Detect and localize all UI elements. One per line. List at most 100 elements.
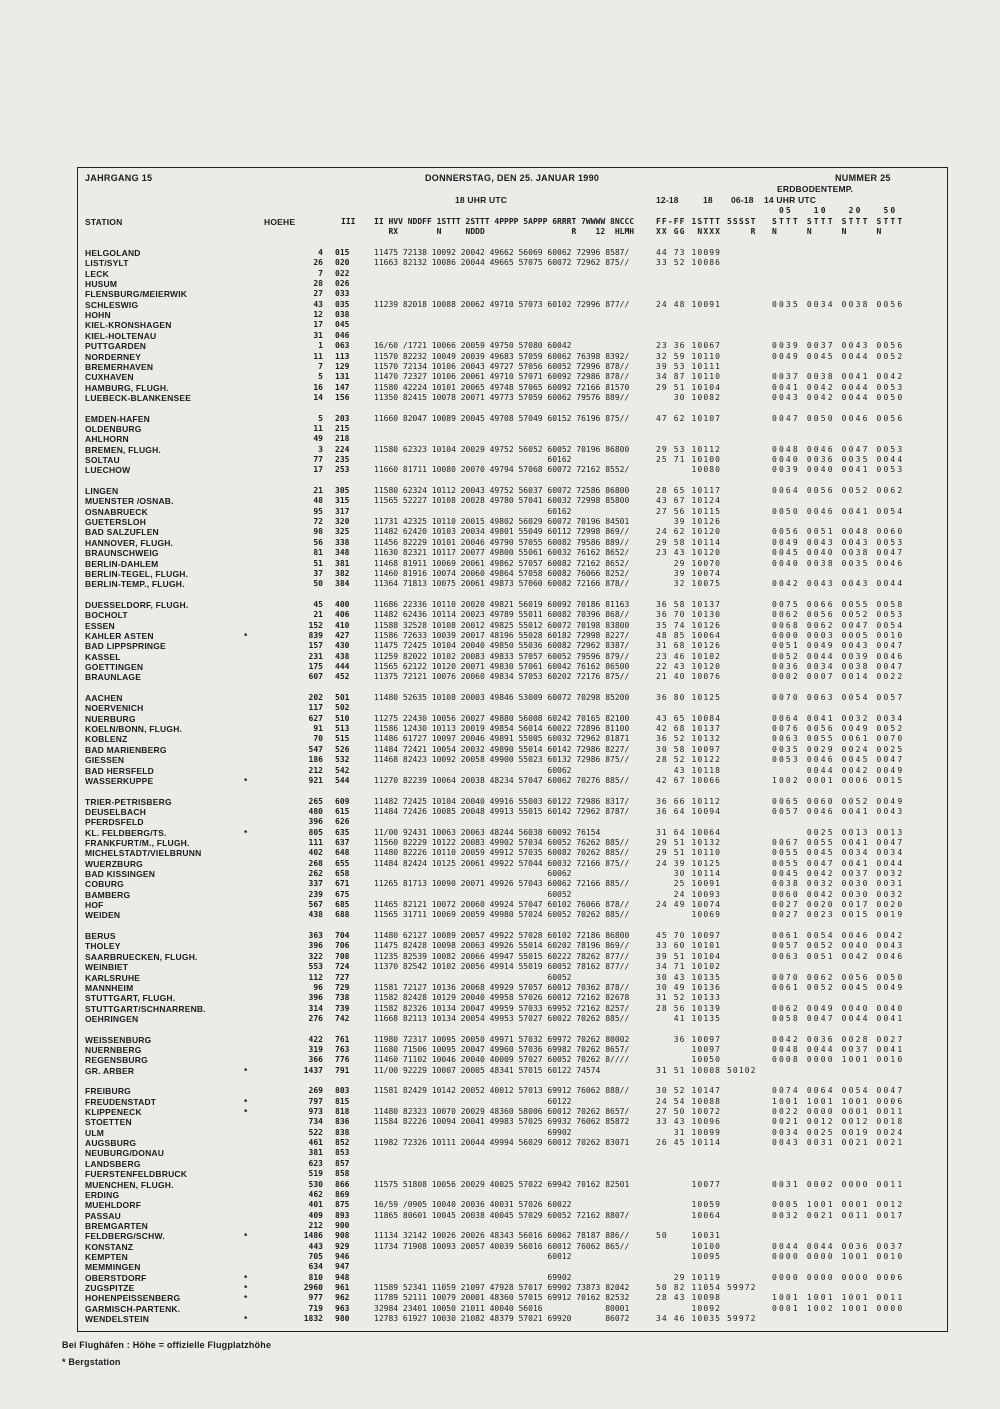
wind-pressure-group: 22 43 10120 (656, 662, 722, 671)
station-height: 12 (313, 310, 323, 320)
station-name: GOETTINGEN (85, 662, 144, 672)
table-row: DUESSELDORF, FLUGH. 45 400 11686 22336 1011… (0, 600, 1000, 610)
synop-groups: 11575 51808 10056 20029 40025 57022 6994… (374, 1179, 630, 1189)
station-height: 547 (308, 744, 323, 754)
synop-groups: 11364 71813 10075 20061 49873 57060 6008… (374, 579, 630, 589)
col-hoehe-label: HOEHE (264, 217, 296, 227)
station-name: BAD KISSINGEN (85, 869, 156, 879)
synop-groups: 11/00 92431 10063 20063 48244 56038 6009… (374, 827, 601, 837)
synop-groups: 11580 62323 10104 20029 49752 56052 6005… (374, 444, 630, 454)
station-code: 853 (335, 1148, 350, 1158)
bergstation-marker: * (244, 1293, 248, 1304)
wind-pressure-group: 36 66 10112 (656, 796, 722, 806)
table-row: STUTTGART/SCHNARRENB. 314 739 11582 82326 1… (0, 1004, 1000, 1014)
wind-pressure-group: 32 59 10110 (656, 351, 722, 361)
wind-pressure-group: 31 68 10126 (656, 641, 722, 651)
wind-pressure-group: 30 10082 (656, 392, 722, 402)
station-name: FELDBERG/SCHW. (85, 1231, 165, 1242)
soil-temperatures: 0067 0055 0041 0047 (772, 837, 905, 847)
wind-pressure-group: 41 10135 (656, 1013, 722, 1023)
soil-temperatures: 0064 0056 0052 0062 (772, 486, 905, 496)
station-name: WENDELSTEIN (85, 1314, 150, 1325)
station-height: 1437 (303, 1065, 323, 1075)
station-name: BAD HERSFELD (85, 765, 154, 776)
wind-pressure-group: 45 70 10097 (656, 931, 722, 941)
synop-groups: 11686 22336 10110 20020 49821 56019 6009… (374, 599, 630, 609)
table-row: SCHLESWIG 43 035 11239 82018 10088 20062 49… (0, 300, 1000, 310)
station-code: 315 (335, 496, 350, 506)
obs-time-18utc: 18 UHR UTC (455, 195, 508, 205)
table-row: BAD LIPPSPRINGE 157 430 11475 72425 10104 2… (0, 641, 1000, 651)
synop-groups: 60052 (374, 889, 572, 899)
wind-pressure-group: 23 46 10102 (656, 651, 722, 661)
station-height: 705 (308, 1251, 323, 1261)
soil-temperatures: 0048 0046 0047 0053 (772, 444, 905, 454)
wind-pressure-group: 31 51 10008 50102 (656, 1065, 757, 1075)
synop-groups: 11475 72138 10092 20042 49662 56069 6006… (374, 248, 630, 257)
table-row: REGENSBURG 366 776 11460 71102 10046 20040 … (0, 1055, 1000, 1065)
table-row: FREUDENSTADT * 797 815 60122 24 54 10088 1001… (0, 1097, 1000, 1107)
table-row: GUETERSLOH 72 320 11731 42325 10110 20015 4… (0, 517, 1000, 527)
soil-temperatures: 0000 0000 0000 0006 (772, 1272, 905, 1282)
station-name: TRIER-PETRISBERG (85, 796, 172, 807)
station-name: KOBLENZ (85, 734, 128, 745)
synop-groups: 11580 62324 10112 20043 49752 56037 6007… (374, 486, 630, 496)
wind-pressure-group: 24 54 10088 (656, 1096, 722, 1106)
table-row: TRIER-PETRISBERG 265 609 11482 72425 10104 … (0, 797, 1000, 807)
table-row: KLIPPENECK * 973 818 11480 82323 10070 20029… (0, 1107, 1000, 1117)
table-row: BERLIN-TEMP., FLUGH. 50 384 11364 71813 100… (0, 579, 1000, 589)
station-height: 5 (318, 372, 323, 382)
wind-pressure-group: 43 65 10084 (656, 713, 722, 723)
synop-groups: 11584 82226 10094 20041 49983 57025 6993… (374, 1117, 630, 1127)
station-name: HELGOLAND (85, 248, 141, 258)
table-row: AHLHORN 49 218 (0, 434, 1000, 444)
synop-groups: 11480 82323 10070 20029 48360 58006 6001… (374, 1107, 630, 1117)
station-height: 157 (308, 641, 323, 651)
station-code: 542 (335, 765, 350, 775)
station-code: 609 (335, 796, 350, 806)
station-name: BRAUNLAGE (85, 672, 142, 683)
synop-groups: 11582 82428 10129 20040 49958 57026 6001… (374, 993, 630, 1003)
synop-groups: 11570 72134 10106 20043 49727 57056 6005… (374, 361, 630, 371)
station-name: HOHENPEISSENBERG (85, 1293, 181, 1304)
station-height: 623 (308, 1158, 323, 1168)
station-height: 262 (308, 869, 323, 878)
wind-pressure-group: 36 58 10137 (656, 599, 722, 609)
soil-temperatures: 0070 0062 0056 0050 (772, 972, 905, 982)
station-height: 381 (308, 1148, 323, 1158)
synop-groups: 11/00 92229 10007 20005 48341 57015 6012… (374, 1065, 601, 1075)
station-name: STUTTGART/SCHNARRENB. (85, 1003, 206, 1014)
station-height: 202 (308, 693, 323, 703)
table-row: HOF 567 685 11465 82121 10072 20060 49924 5… (0, 900, 1000, 910)
bergstation-marker: * (244, 1231, 248, 1242)
wind-pressure-group: 44 73 10099 (656, 248, 722, 257)
table-row: FREIBURG 269 803 11581 82429 10142 20052 40… (0, 1086, 1000, 1096)
station-height: 553 (308, 962, 323, 972)
station-code: 381 (335, 558, 350, 568)
station-height: 567 (308, 900, 323, 910)
station-code: 763 (335, 1044, 350, 1054)
station-name: BERLIN-DAHLEM (85, 558, 159, 569)
station-code: 648 (335, 848, 350, 858)
synop-groups: 60122 (374, 1096, 572, 1106)
synop-groups: 11486 61727 10097 20046 49891 55005 6003… (374, 734, 630, 744)
station-code: 382 (335, 568, 350, 578)
station-code: 113 (335, 351, 350, 361)
wind-pressure-group: 29 51 10132 (656, 837, 722, 847)
station-code: 791 (335, 1065, 350, 1075)
station-name: GR. ARBER (85, 1065, 135, 1076)
col-soil-temp-line1: STTT STTT STTT STTT (772, 217, 905, 226)
station-code: 444 (335, 662, 350, 671)
station-name: WEISSENBURG (85, 1034, 152, 1045)
station-code: 452 (335, 672, 350, 682)
station-height: 461 (308, 1138, 323, 1148)
table-row: ESSEN 152 410 11588 32528 10108 20012 49825… (0, 621, 1000, 631)
soil-temperatures: 0055 0047 0041 0044 (772, 858, 905, 868)
station-name: NOERVENICH (85, 703, 144, 714)
table-row: HELGOLAND 4 015 11475 72138 10092 20042 496… (0, 248, 1000, 258)
station-height: 1832 (303, 1314, 323, 1324)
station-code: 852 (335, 1138, 350, 1148)
soil-temperatures: 0021 0012 0012 0018 (772, 1117, 905, 1127)
volume-label: JAHRGANG 15 (85, 173, 153, 183)
station-name: FREIBURG (85, 1086, 131, 1097)
